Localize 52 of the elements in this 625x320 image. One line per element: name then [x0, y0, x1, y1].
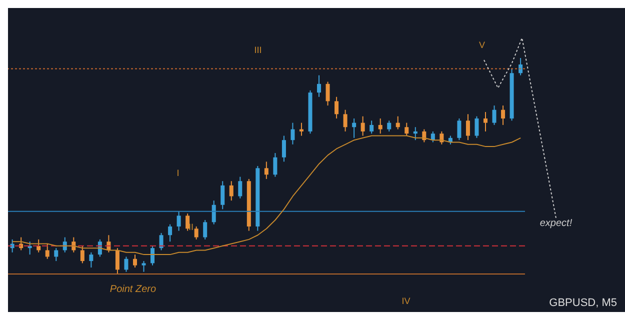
candlestick	[492, 105, 496, 126]
candlestick	[168, 224, 172, 242]
candlestick	[80, 245, 84, 264]
candlestick	[115, 248, 120, 274]
candlestick	[220, 180, 225, 210]
candlestick	[501, 105, 506, 126]
candlestick	[264, 161, 268, 180]
candlestick	[484, 112, 488, 132]
candlestick	[474, 116, 479, 138]
candlestick	[194, 226, 198, 240]
candlestick	[124, 256, 128, 272]
candlestick	[159, 232, 164, 251]
candlestick	[360, 116, 365, 136]
candlestick	[132, 254, 137, 268]
candlestick	[378, 118, 382, 134]
candlestick	[203, 220, 208, 240]
candlestick	[334, 96, 339, 119]
candlestick	[326, 81, 330, 106]
candlestick	[238, 176, 242, 199]
candlestick	[387, 120, 392, 132]
candlestick	[89, 252, 94, 268]
candlestick	[343, 109, 348, 132]
candlestick	[430, 130, 435, 143]
candlestick	[466, 114, 470, 141]
candlestick	[299, 122, 304, 136]
text: IV	[402, 296, 410, 306]
candlestick	[142, 260, 146, 272]
annotation: I	[176, 168, 180, 178]
candlestick	[54, 248, 58, 262]
text: expect!	[540, 218, 572, 229]
annotation: II	[188, 222, 194, 232]
candlestick	[518, 58, 523, 76]
candlestick	[273, 152, 278, 178]
candlestick	[176, 210, 181, 232]
candlestick	[370, 120, 374, 134]
candlestick	[413, 126, 418, 141]
candlestick	[186, 213, 190, 232]
candlestick	[229, 180, 234, 202]
candlestick	[396, 116, 400, 130]
candlestick	[212, 200, 216, 225]
text: III	[254, 45, 262, 55]
candlestick	[45, 243, 50, 260]
text: GBPUSD, M5	[549, 297, 617, 309]
candlestick	[457, 118, 462, 141]
candlestick	[290, 122, 295, 145]
candlestick	[404, 122, 409, 136]
candlestick	[282, 135, 286, 162]
candlestick	[150, 245, 155, 266]
candlestick	[317, 74, 322, 98]
text: V	[478, 40, 486, 50]
candlestick	[352, 118, 356, 138]
text: Point Zero	[110, 284, 156, 295]
